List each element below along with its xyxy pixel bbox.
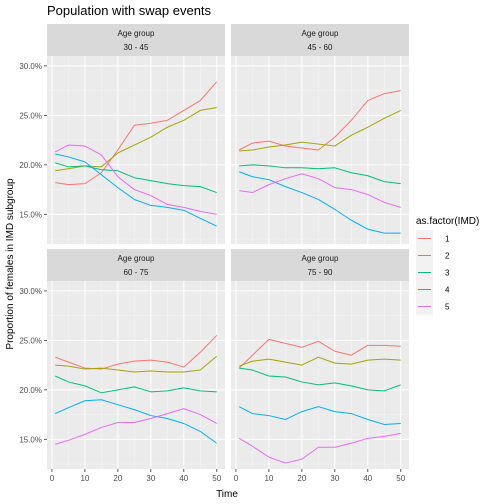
facet-panel: Age group 60 - 75 15.0% 20.0% 25.0% 30.0% 0 10 2…	[19, 249, 225, 483]
x-tick-label: 0	[234, 474, 239, 483]
y-tick-label: 30.0%	[19, 62, 42, 71]
legend-entry-label: 4	[445, 286, 450, 295]
y-axis-title: Proportion of females in IMD subgroup	[5, 178, 16, 350]
facet-panel: Age group 30 - 45 15.0% 20.0% 25.0% 30.0%	[19, 24, 225, 244]
series-line-imd-5	[55, 408, 217, 445]
legend-title: as.factor(IMD)	[416, 216, 479, 227]
series-line-imd-4	[55, 399, 218, 444]
x-tick-label: 40	[363, 474, 372, 483]
facet-strip-label: 75 - 90	[308, 268, 333, 277]
y-tick-label: 15.0%	[19, 435, 42, 444]
y-tick-label: 30.0%	[19, 287, 42, 296]
facet-strip	[47, 24, 225, 56]
y-tick-label: 25.0%	[19, 111, 42, 120]
facet-panel: Age group 75 - 90 0 10 20 30 40 50	[231, 249, 409, 483]
y-tick-label: 25.0%	[19, 336, 42, 345]
x-tick-label: 20	[113, 474, 122, 483]
chart-title: Population with swap events	[47, 3, 212, 18]
facet-strip-title: Age group	[118, 254, 155, 263]
series-line-imd-5	[238, 432, 401, 464]
x-tick-label: 30	[146, 474, 155, 483]
series-line-imd-4	[239, 171, 401, 234]
facet-strip-label: 45 - 60	[308, 43, 333, 52]
x-tick-label: 10	[264, 474, 273, 483]
facet-strip-title: Age group	[302, 254, 339, 263]
legend-entry-label: 5	[445, 303, 450, 312]
x-tick-label: 0	[50, 474, 55, 483]
facet-strip	[231, 24, 409, 56]
series-line-imd-1	[55, 81, 218, 186]
series-line-imd-1	[55, 335, 218, 370]
x-tick-label: 50	[212, 474, 221, 483]
x-axis-title: Time	[216, 489, 238, 500]
series-line-imd-3	[55, 162, 217, 194]
legend-entry-label: 1	[445, 235, 450, 244]
series-line-imd-1	[238, 338, 401, 369]
series-line-imd-3	[55, 375, 217, 394]
facet-strip	[231, 249, 409, 281]
x-tick-label: 40	[179, 474, 188, 483]
legend: as.factor(IMD) 1 2 3 4 5	[416, 216, 479, 315]
facet-panel: Age group 45 - 60	[231, 24, 409, 244]
series-line-imd-5	[55, 144, 217, 215]
facet-strip-title: Age group	[118, 29, 155, 38]
panel-background	[231, 281, 409, 469]
series-line-imd-2	[239, 109, 401, 152]
series-line-imd-3	[239, 367, 401, 392]
facet-strip-label: 30 - 45	[124, 43, 149, 52]
x-tick-label: 10	[80, 474, 89, 483]
y-tick-label: 20.0%	[19, 161, 42, 170]
legend-entry-label: 2	[445, 252, 450, 261]
series-line-imd-5	[239, 173, 401, 208]
x-tick-label: 30	[330, 474, 339, 483]
panel-background	[47, 56, 225, 244]
series-line-imd-2	[55, 355, 218, 373]
facet-strip	[47, 249, 225, 281]
y-tick-label: 15.0%	[19, 210, 42, 219]
series-line-imd-4	[55, 153, 217, 227]
facet-strip-title: Age group	[302, 29, 339, 38]
facet-strip-label: 60 - 75	[124, 268, 149, 277]
panel-background	[47, 281, 225, 469]
y-tick-label: 20.0%	[19, 386, 42, 395]
series-line-imd-4	[239, 406, 401, 425]
series-line-imd-2	[55, 106, 217, 172]
x-tick-label: 50	[396, 474, 405, 483]
series-line-imd-1	[239, 90, 401, 151]
x-tick-label: 20	[297, 474, 306, 483]
series-line-imd-3	[239, 164, 401, 185]
panel-background	[231, 56, 409, 244]
legend-entry-label: 3	[445, 269, 450, 278]
series-line-imd-2	[239, 356, 401, 367]
